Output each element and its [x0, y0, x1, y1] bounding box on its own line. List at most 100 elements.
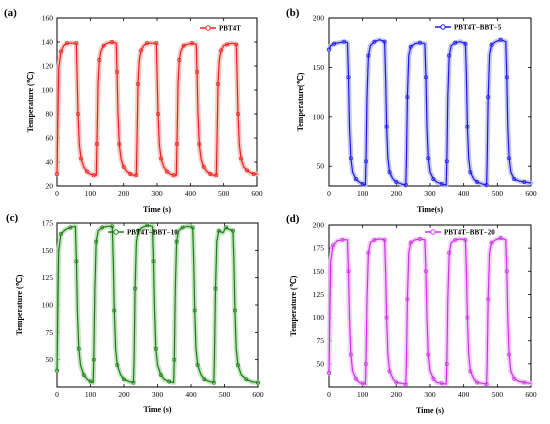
- x-tick-label: 600: [525, 390, 537, 399]
- data-point: [201, 164, 206, 169]
- data-point: [59, 49, 63, 54]
- data-point: [465, 124, 470, 129]
- x-tick-label: 100: [357, 390, 369, 399]
- x-tick-label: 0: [327, 390, 331, 399]
- data-point: [94, 239, 99, 244]
- x-tick-label: 400: [458, 390, 470, 399]
- data-point: [91, 357, 96, 362]
- panel-label-c: (c): [6, 212, 19, 224]
- data-point: [372, 39, 377, 44]
- data-point: [342, 39, 347, 44]
- data-point: [136, 228, 141, 233]
- data-point: [216, 82, 220, 86]
- series-line-a: [56, 41, 257, 176]
- data-point: [76, 112, 80, 116]
- y-tick-label: 100: [42, 86, 54, 95]
- data-point: [475, 380, 480, 385]
- panel-d: (d) 0 100 200 300 400 500 600 50 75 100 125 150 175 20…: [286, 213, 537, 415]
- data-point: [522, 180, 527, 184]
- data-point: [408, 240, 413, 245]
- data-point: [484, 382, 489, 387]
- panel-label-a: (a): [4, 7, 17, 19]
- y-axis-title-d: Temperature (℃): [289, 275, 298, 336]
- data-point: [244, 377, 249, 382]
- data-point: [489, 42, 494, 47]
- y-tick-label: 100: [313, 112, 325, 121]
- data-point: [115, 363, 120, 368]
- data-point: [439, 381, 444, 386]
- y-tick-label: 50: [317, 162, 325, 171]
- data-point: [431, 177, 436, 182]
- data-point: [122, 377, 126, 382]
- data-point: [190, 225, 195, 230]
- x-axis-title-b: Time(s): [417, 205, 443, 214]
- data-point: [101, 43, 106, 48]
- data-point: [171, 173, 176, 178]
- x-axis-title-d: Time (s): [416, 406, 444, 415]
- legend-marker-c: [113, 229, 119, 235]
- data-point: [156, 112, 160, 116]
- series-line-c: [56, 224, 259, 384]
- data-point: [88, 379, 93, 384]
- x-tick-label: 400: [458, 189, 470, 198]
- data-point: [507, 352, 512, 357]
- y-tick-label: 80: [46, 110, 54, 119]
- data-point: [174, 239, 179, 244]
- data-point: [216, 228, 221, 233]
- y-tick-label: 125: [313, 290, 325, 299]
- data-point: [158, 373, 163, 377]
- data-point: [232, 308, 237, 313]
- data-point: [180, 225, 185, 230]
- data-point: [136, 82, 140, 86]
- data-point: [405, 297, 410, 302]
- data-point: [195, 363, 200, 368]
- x-tick-label: 500: [218, 189, 230, 198]
- data-point: [394, 380, 399, 385]
- data-point: [426, 352, 431, 357]
- x-tick-label: 200: [118, 189, 130, 198]
- data-point: [465, 315, 470, 320]
- data-point: [353, 177, 358, 182]
- data-point: [504, 269, 509, 274]
- data-point: [219, 48, 223, 53]
- x-tick-label: 500: [492, 189, 504, 198]
- data-point: [85, 169, 89, 174]
- x-tick-label: 600: [251, 189, 263, 198]
- data-point: [74, 41, 79, 46]
- data-point: [81, 373, 86, 377]
- data-point: [251, 172, 256, 176]
- data-point: [382, 39, 387, 44]
- data-point: [340, 237, 345, 242]
- x-tick-label: 300: [152, 390, 164, 399]
- data-point: [364, 159, 368, 164]
- data-point: [190, 41, 194, 46]
- legend-marker-a: [205, 25, 211, 31]
- data-point: [154, 41, 159, 46]
- x-tick-label: 100: [85, 390, 97, 399]
- data-point: [175, 142, 179, 146]
- data-point: [463, 41, 468, 46]
- series-band-b: [326, 37, 534, 188]
- data-point: [353, 376, 358, 381]
- data-point: [348, 156, 353, 161]
- data-point: [256, 380, 260, 385]
- data-point: [346, 75, 351, 80]
- data-point: [447, 53, 452, 58]
- data-point: [151, 259, 156, 264]
- data-point: [444, 361, 449, 366]
- data-point: [463, 237, 468, 242]
- x-tick-label: 500: [219, 390, 231, 399]
- data-point: [211, 380, 216, 385]
- y-tick-label: 100: [42, 301, 54, 310]
- data-point: [95, 142, 99, 146]
- data-point: [498, 236, 503, 240]
- data-point: [145, 41, 149, 46]
- y-tick-label: 175: [313, 244, 325, 253]
- y-tick-label: 175: [42, 219, 54, 228]
- y-tick-label: 20: [46, 182, 54, 191]
- legend-marker-b: [440, 24, 446, 30]
- data-point: [97, 58, 102, 62]
- y-tick-label: 75: [317, 336, 325, 345]
- data-point: [405, 95, 410, 100]
- y-axis-title-c: Temperature (℃): [15, 274, 24, 335]
